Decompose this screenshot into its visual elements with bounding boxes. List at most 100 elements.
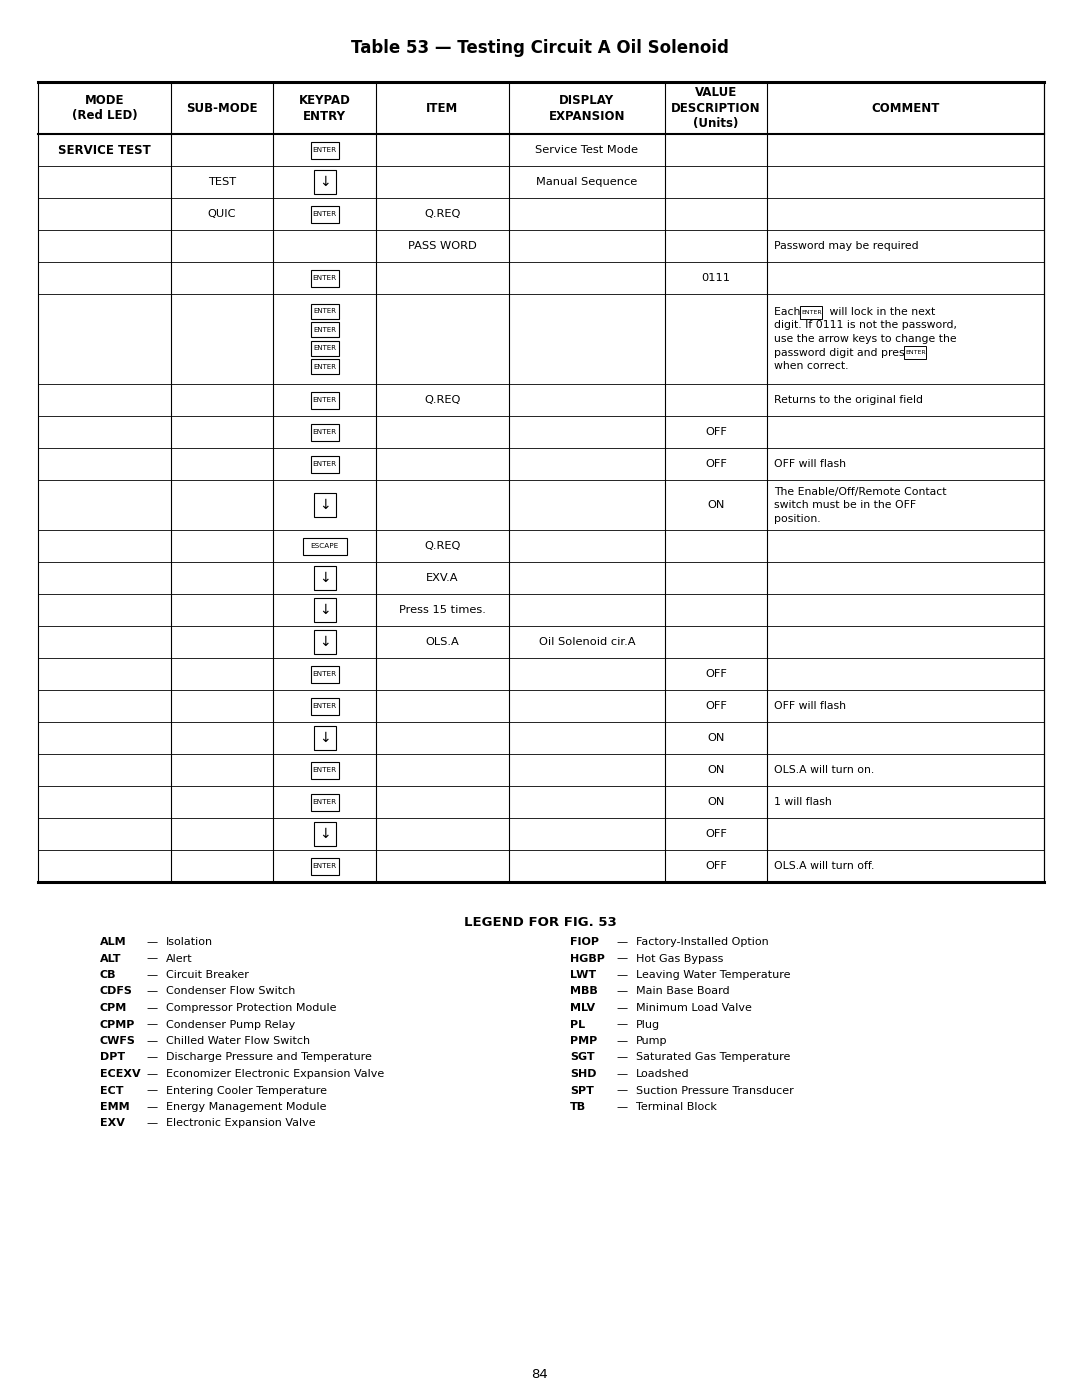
Text: OFF: OFF <box>705 828 727 840</box>
Text: ON: ON <box>707 733 725 743</box>
Text: switch must be in the OFF: switch must be in the OFF <box>774 500 917 510</box>
FancyBboxPatch shape <box>311 423 339 440</box>
Text: ↓: ↓ <box>319 497 330 511</box>
Text: Q.REQ: Q.REQ <box>424 210 460 219</box>
Text: OLS.A will turn off.: OLS.A will turn off. <box>774 861 875 870</box>
Text: —: — <box>617 954 627 964</box>
Text: ENTER: ENTER <box>313 309 336 314</box>
Text: PASS WORD: PASS WORD <box>408 242 476 251</box>
Text: ENTER: ENTER <box>312 863 337 869</box>
Text: Service Test Mode: Service Test Mode <box>536 145 638 155</box>
Text: 84: 84 <box>531 1369 549 1382</box>
FancyBboxPatch shape <box>311 205 339 222</box>
FancyBboxPatch shape <box>311 359 339 374</box>
Text: EXV.A: EXV.A <box>427 573 459 583</box>
FancyBboxPatch shape <box>311 665 339 683</box>
Text: ON: ON <box>707 766 725 775</box>
Text: —: — <box>617 1037 627 1046</box>
Text: Suction Pressure Transducer: Suction Pressure Transducer <box>636 1085 794 1095</box>
Text: Circuit Breaker: Circuit Breaker <box>166 970 248 981</box>
Text: Hot Gas Bypass: Hot Gas Bypass <box>636 954 724 964</box>
Text: password digit and press: password digit and press <box>774 348 914 358</box>
Text: —: — <box>617 1020 627 1030</box>
FancyBboxPatch shape <box>311 761 339 778</box>
Text: Oil Solenoid cir.A: Oil Solenoid cir.A <box>539 637 635 647</box>
Text: LEGEND FOR FIG. 53: LEGEND FOR FIG. 53 <box>463 915 617 929</box>
Text: OFF: OFF <box>705 427 727 437</box>
Text: Password may be required: Password may be required <box>774 242 919 251</box>
Text: ENTER: ENTER <box>313 363 336 370</box>
Text: OLS.A will turn on.: OLS.A will turn on. <box>774 766 875 775</box>
Text: SUB-MODE: SUB-MODE <box>187 102 258 115</box>
Text: OFF will flash: OFF will flash <box>774 701 847 711</box>
Text: Manual Sequence: Manual Sequence <box>536 177 637 187</box>
Text: DPT: DPT <box>100 1052 125 1063</box>
Text: OFF: OFF <box>705 669 727 679</box>
Text: Press 15 times.: Press 15 times. <box>399 605 486 615</box>
Text: PMP: PMP <box>570 1037 597 1046</box>
Text: ↓: ↓ <box>319 604 330 617</box>
Text: Entering Cooler Temperature: Entering Cooler Temperature <box>166 1085 327 1095</box>
Text: ENTER: ENTER <box>801 310 822 314</box>
Text: position.: position. <box>774 514 821 524</box>
Text: —: — <box>147 1037 158 1046</box>
FancyBboxPatch shape <box>302 538 347 555</box>
Text: SHD: SHD <box>570 1069 596 1078</box>
Text: QUIC: QUIC <box>207 210 237 219</box>
Text: ENTER: ENTER <box>312 671 337 678</box>
Text: OFF: OFF <box>705 861 727 870</box>
Text: SGT: SGT <box>570 1052 595 1063</box>
Text: Alert: Alert <box>166 954 192 964</box>
Text: Minimum Load Valve: Minimum Load Valve <box>636 1003 752 1013</box>
Text: ↓: ↓ <box>319 636 330 650</box>
Text: ALM: ALM <box>100 937 126 947</box>
FancyBboxPatch shape <box>311 303 339 319</box>
Text: COMMENT: COMMENT <box>872 102 940 115</box>
Text: —: — <box>147 1102 158 1112</box>
Text: ↓: ↓ <box>319 175 330 189</box>
Text: OFF will flash: OFF will flash <box>774 460 847 469</box>
Text: ITEM: ITEM <box>427 102 459 115</box>
Text: ECEXV: ECEXV <box>100 1069 140 1078</box>
Text: ENTER: ENTER <box>312 767 337 773</box>
Text: Q.REQ: Q.REQ <box>424 395 460 405</box>
Text: —: — <box>147 1119 158 1129</box>
Text: —: — <box>617 937 627 947</box>
Text: SPT: SPT <box>570 1085 594 1095</box>
Text: ENTER: ENTER <box>312 703 337 710</box>
Text: ENTER: ENTER <box>313 327 336 332</box>
Text: MLV: MLV <box>570 1003 595 1013</box>
Text: Condenser Pump Relay: Condenser Pump Relay <box>166 1020 295 1030</box>
Text: —: — <box>147 986 158 996</box>
Text: use the arrow keys to change the: use the arrow keys to change the <box>774 334 957 344</box>
Text: MBB: MBB <box>570 986 597 996</box>
FancyBboxPatch shape <box>313 598 336 622</box>
Text: KEYPAD
ENTRY: KEYPAD ENTRY <box>299 94 351 123</box>
Text: 1 will flash: 1 will flash <box>774 798 832 807</box>
Text: ENTER: ENTER <box>312 275 337 281</box>
FancyBboxPatch shape <box>313 630 336 654</box>
Text: Isolation: Isolation <box>166 937 213 947</box>
Text: OFF: OFF <box>705 460 727 469</box>
FancyBboxPatch shape <box>904 346 927 359</box>
FancyBboxPatch shape <box>311 323 339 337</box>
Text: digit. If 0111 is not the password,: digit. If 0111 is not the password, <box>774 320 957 331</box>
Text: will lock in the next: will lock in the next <box>826 307 935 317</box>
Text: Pump: Pump <box>636 1037 667 1046</box>
Text: DISPLAY
EXPANSION: DISPLAY EXPANSION <box>549 94 625 123</box>
Text: Main Base Board: Main Base Board <box>636 986 730 996</box>
Text: ENTER: ENTER <box>312 147 337 154</box>
Text: EXV: EXV <box>100 1119 125 1129</box>
FancyBboxPatch shape <box>800 306 822 319</box>
Text: Electronic Expansion Valve: Electronic Expansion Valve <box>166 1119 315 1129</box>
Text: ENTER: ENTER <box>312 461 337 467</box>
Text: ENTER: ENTER <box>313 345 336 351</box>
Text: ENTER: ENTER <box>312 397 337 402</box>
Text: Each: Each <box>774 307 805 317</box>
Text: LWT: LWT <box>570 970 596 981</box>
Text: TB: TB <box>570 1102 586 1112</box>
FancyBboxPatch shape <box>311 341 339 356</box>
Text: Returns to the original field: Returns to the original field <box>774 395 923 405</box>
FancyBboxPatch shape <box>311 858 339 875</box>
Text: Plug: Plug <box>636 1020 660 1030</box>
